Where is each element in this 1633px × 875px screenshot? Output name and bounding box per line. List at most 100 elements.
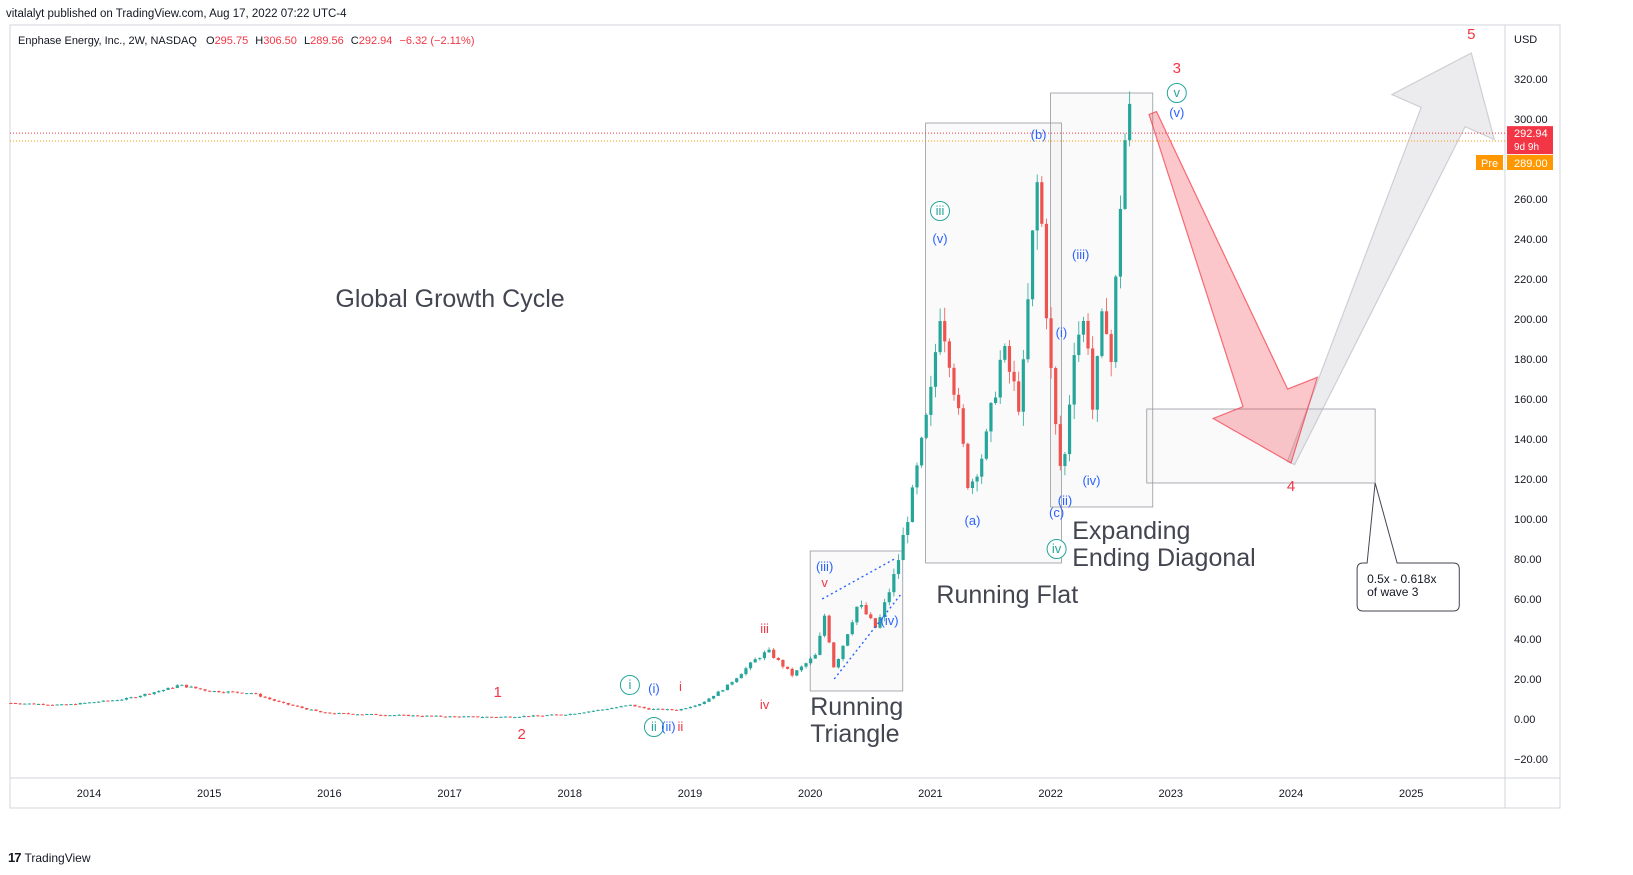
- candle-body: [892, 574, 896, 593]
- high-value: 306.50: [263, 35, 297, 47]
- footer-branding[interactable]: 17 TradingView: [8, 850, 91, 865]
- candle: [134, 696, 138, 699]
- candle: [901, 527, 905, 561]
- candle: [37, 703, 41, 705]
- candle-body: [929, 386, 933, 415]
- candle: [369, 713, 374, 715]
- candle-body: [194, 686, 198, 689]
- candle: [725, 684, 730, 691]
- candle: [1091, 336, 1095, 420]
- candle-body: [240, 692, 244, 694]
- candle: [711, 695, 716, 700]
- candle-body: [50, 704, 55, 706]
- candle: [1049, 307, 1053, 379]
- candle-body: [688, 706, 693, 709]
- candle: [319, 710, 323, 713]
- candle-body: [1063, 454, 1067, 466]
- candle: [1030, 229, 1035, 307]
- callout-box: [1356, 482, 1460, 612]
- candle: [184, 684, 189, 689]
- candle-body: [568, 713, 572, 715]
- candle-body: [1091, 348, 1095, 410]
- candle-body: [536, 715, 540, 717]
- candle: [406, 714, 411, 717]
- symbol-name: Enphase Energy, Inc., 2W, NASDAQ: [18, 35, 197, 47]
- candle: [989, 401, 993, 443]
- candle-body: [730, 682, 734, 685]
- candle-body: [711, 695, 716, 699]
- candle: [638, 706, 642, 708]
- candle-body: [772, 649, 776, 658]
- candle-body: [508, 716, 512, 718]
- candle: [674, 709, 679, 711]
- candle: [887, 588, 891, 606]
- candle-body: [1077, 334, 1081, 356]
- candle-body: [698, 703, 702, 706]
- candle-body: [841, 645, 845, 660]
- price-tick-label: 60.00: [1514, 594, 1542, 606]
- candle: [628, 704, 632, 706]
- candle: [1086, 313, 1090, 355]
- candle: [365, 713, 369, 716]
- wave-label: iii: [760, 621, 769, 636]
- candle: [910, 484, 914, 523]
- wave-label: 5: [1467, 26, 1475, 43]
- candle: [110, 699, 115, 702]
- candle-body: [785, 666, 790, 669]
- callout-text: of wave 3: [1367, 585, 1419, 599]
- candle-body: [656, 708, 660, 710]
- candle: [744, 666, 748, 676]
- candle: [60, 703, 64, 706]
- candle: [619, 705, 623, 708]
- candle: [554, 713, 558, 716]
- candle-body: [809, 658, 813, 664]
- time-tick-label: 2020: [798, 788, 822, 800]
- candle-body: [642, 706, 646, 709]
- candle-body: [522, 716, 526, 718]
- candle-body: [351, 713, 355, 715]
- candle: [383, 714, 387, 717]
- candle-body: [665, 709, 669, 711]
- candle-body: [582, 712, 586, 714]
- candle-body: [859, 605, 864, 607]
- candle-body: [873, 618, 877, 628]
- candle: [235, 691, 240, 694]
- candle-body: [1081, 321, 1086, 335]
- candle-body: [587, 711, 591, 713]
- candle: [605, 708, 609, 711]
- candle-body: [462, 716, 466, 718]
- candle-body: [781, 659, 785, 667]
- candle: [545, 714, 549, 717]
- candle: [263, 695, 267, 699]
- open-value: 295.75: [215, 35, 249, 47]
- candle-body: [245, 693, 249, 695]
- candle: [9, 702, 13, 704]
- candle: [166, 687, 170, 690]
- wave-circle-icon: [643, 717, 664, 737]
- candle-body: [198, 688, 203, 690]
- candle: [536, 714, 540, 717]
- price-tick-label: 320.00: [1514, 74, 1548, 86]
- wave-label: 4: [1287, 478, 1295, 495]
- candle-body: [790, 668, 794, 676]
- candle-body: [513, 717, 517, 719]
- candle: [785, 666, 790, 670]
- candle-body: [429, 715, 434, 717]
- candle: [13, 702, 18, 705]
- candle-body: [392, 715, 397, 717]
- candle: [203, 688, 207, 692]
- candle-body: [217, 691, 221, 693]
- candle-body: [416, 715, 420, 717]
- premarket-price-label: 289.00: [1514, 158, 1548, 170]
- candle-body: [9, 703, 13, 704]
- candle: [1058, 415, 1062, 471]
- candle: [601, 709, 605, 711]
- candle-body: [314, 709, 318, 712]
- candle-body: [64, 704, 68, 706]
- candle: [476, 716, 480, 718]
- candle-body: [707, 698, 711, 702]
- close-value: 292.94: [359, 35, 393, 47]
- candle: [171, 686, 175, 689]
- candle-body: [961, 408, 965, 444]
